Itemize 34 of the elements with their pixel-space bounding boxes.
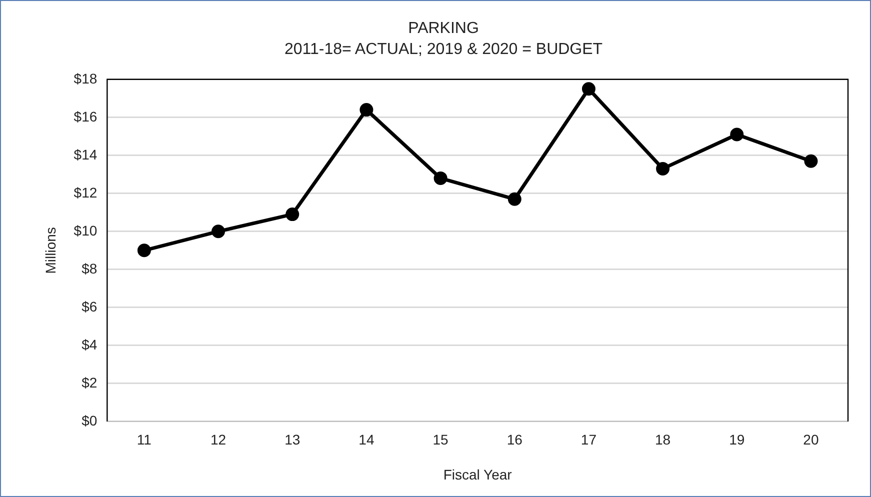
point <box>360 103 374 117</box>
point <box>137 244 151 258</box>
y-tick-label: $6 <box>82 298 98 314</box>
y-tick-label: $0 <box>82 412 98 428</box>
chart-title: PARKING <box>408 20 479 38</box>
y-axis-title: Millions <box>42 227 58 274</box>
x-tick-label: 17 <box>580 432 597 448</box>
y-tick-label: $4 <box>82 336 98 352</box>
point <box>434 171 448 185</box>
point <box>656 162 670 176</box>
x-axis-title: Fiscal Year <box>443 466 512 482</box>
x-tick-label: 20 <box>803 432 819 448</box>
point <box>730 128 744 142</box>
x-tick-label: 13 <box>284 432 300 448</box>
chart-subtitle: 2011-18= ACTUAL; 2019 & 2020 = BUDGET <box>284 41 603 58</box>
y-tick-label: $10 <box>74 222 98 238</box>
x-tick-label: 12 <box>210 432 226 448</box>
x-tick-label: 16 <box>506 432 523 448</box>
y-tick-label: $14 <box>74 146 98 162</box>
point <box>286 208 300 222</box>
point <box>804 154 818 168</box>
x-tick-label: 15 <box>432 432 449 448</box>
point <box>212 224 226 238</box>
point <box>582 82 596 96</box>
point <box>508 192 522 206</box>
y-tick-label: $12 <box>74 184 98 200</box>
x-tick-label: 18 <box>655 432 671 448</box>
y-tick-label: $16 <box>74 108 98 124</box>
y-tick-label: $2 <box>82 374 98 390</box>
x-tick-label: 19 <box>729 432 745 448</box>
y-tick-label: $18 <box>74 70 98 86</box>
x-tick-label: 14 <box>358 432 374 448</box>
x-tick-label: 11 <box>136 432 152 448</box>
y-tick-label: $8 <box>82 260 98 276</box>
